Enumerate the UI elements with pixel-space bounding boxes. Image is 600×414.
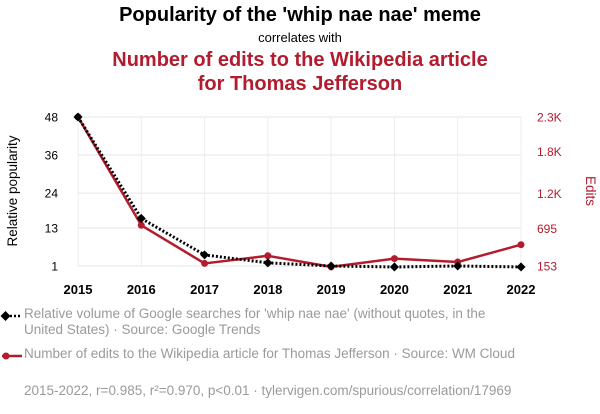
y-left-tick-label: 1 [51,260,58,274]
y-left-tick-label: 24 [45,187,59,201]
legend-label-google: Relative volume of Google searches for '… [24,306,486,337]
x-tick-label: 2017 [190,282,219,297]
chart-title-secondary: Number of edits to the Wikipedia article… [112,49,488,95]
data-point-google [516,262,526,272]
footer-stats: 2015-2022, r=0.985, r²=0.970, p<0.01 · t… [24,383,512,398]
data-point-wikipedia [137,221,145,229]
data-point-google [389,262,399,272]
y-right-tick-label: 1.2K [537,187,562,201]
chart-subtitle: correlates with [258,30,342,45]
data-point-google [73,112,83,122]
y-right-tick-label: 695 [537,222,557,236]
series-line-wikipedia [76,116,522,269]
x-tick-label: 2019 [317,282,346,297]
data-point-wikipedia [517,241,525,249]
legend-item-google: Relative volume of Google searches for '… [0,306,600,342]
x-tick-label: 2016 [127,282,156,297]
data-point-google [200,250,210,260]
y-left-tick-label: 36 [45,149,59,163]
legend-marker-google [0,311,22,321]
x-tick-label: 2021 [443,282,472,297]
series-line-google [76,116,522,269]
x-tick-label: 2022 [507,282,536,297]
data-point-google [326,261,336,271]
data-point-wikipedia [201,259,209,267]
data-point-wikipedia [264,252,272,260]
x-tick-label: 2018 [253,282,282,297]
y-left-tick-label: 13 [45,221,59,235]
y-right-tick-label: 153 [537,260,557,274]
legend-label-wikipedia: Number of edits to the Wikipedia article… [24,346,515,361]
legend-item-wikipedia: Number of edits to the Wikipedia article… [0,346,600,382]
y-left-axis-title: Relative popularity [5,135,20,246]
chart-title: Popularity of the 'whip nae nae' meme [119,4,481,26]
x-tick-label: 2015 [64,282,93,297]
y-right-tick-label: 2.3K [537,111,562,125]
x-tick-label: 2020 [380,282,409,297]
y-left-tick-label: 48 [45,111,59,125]
legend-marker-wikipedia [2,352,22,360]
y-right-tick-label: 1.8K [537,145,562,159]
y-right-axis-title: Edits [583,176,598,206]
data-point-wikipedia [390,255,398,263]
